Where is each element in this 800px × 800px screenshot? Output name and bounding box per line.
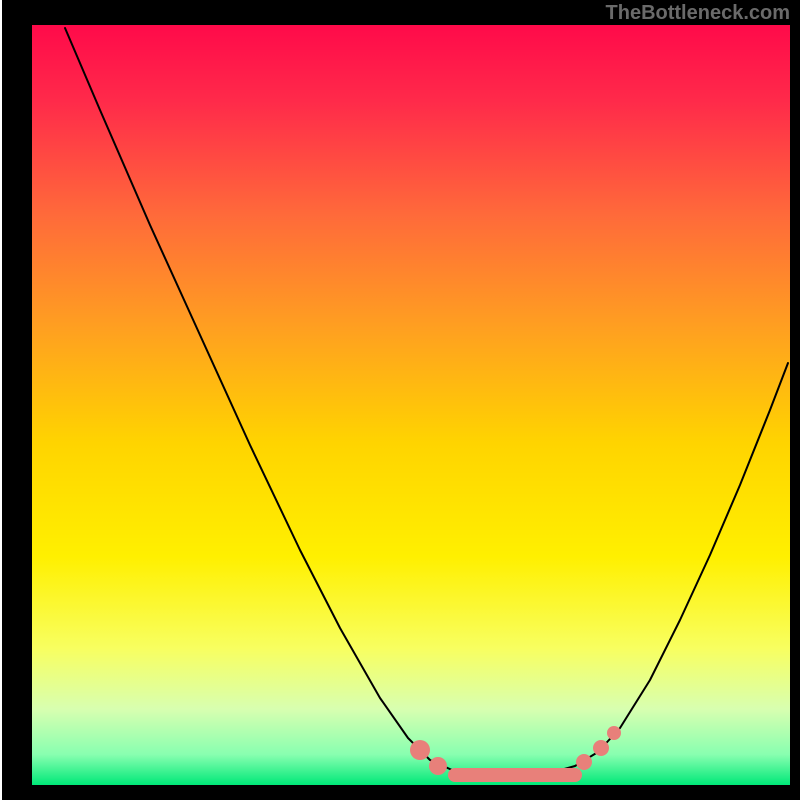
plot-area [32,25,790,785]
chart-svg [0,0,800,800]
bottleneck-chart: TheBottleneck.com [0,0,800,800]
watermark-text: TheBottleneck.com [606,2,790,25]
